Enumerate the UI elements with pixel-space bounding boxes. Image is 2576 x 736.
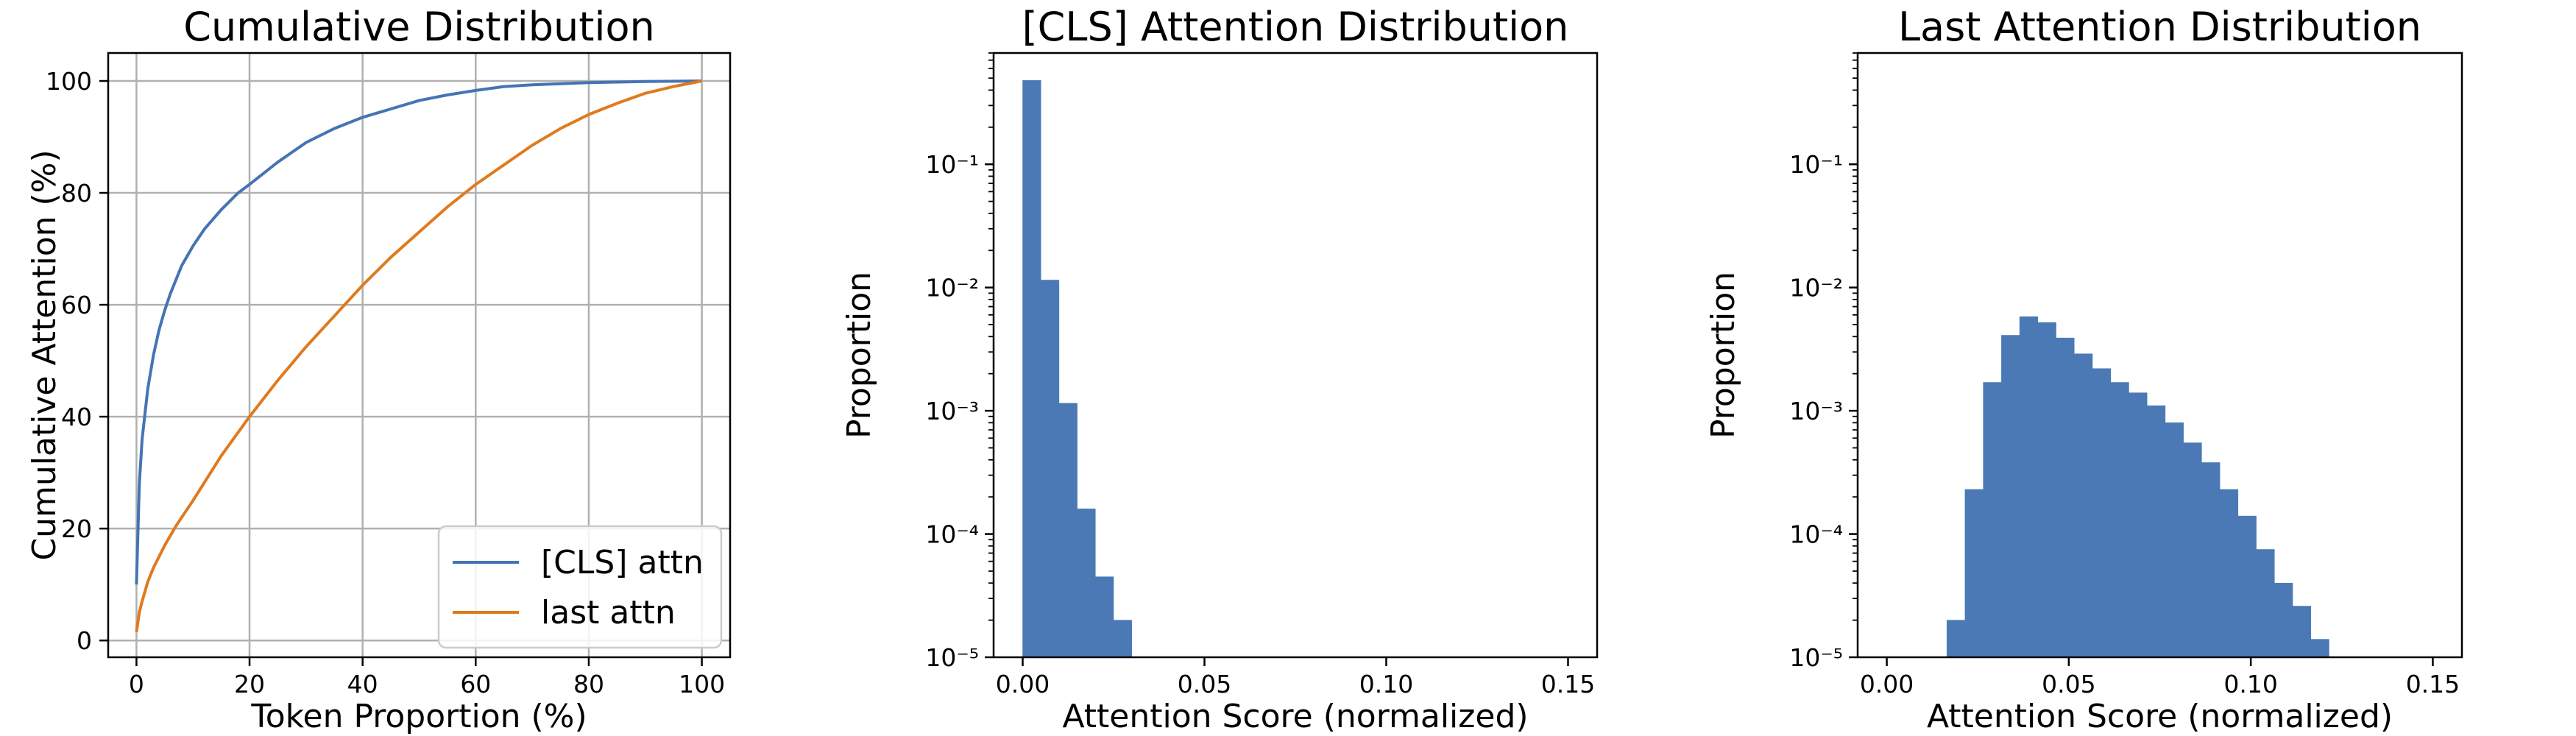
y-tick-label: 10⁻³	[1789, 397, 1843, 425]
series-line-0	[135, 79, 702, 585]
x-tick-label: 100	[679, 670, 725, 698]
y-tick-label: 10⁻²	[1789, 274, 1843, 302]
legend-box	[437, 525, 723, 649]
y-axis-label: Cumulative Attention (%)	[26, 149, 63, 560]
histogram-bar	[2256, 549, 2275, 658]
y-tick-label: 80	[61, 179, 92, 208]
x-tick-label: 40	[347, 670, 378, 698]
x-axis-label: Attention Score (normalized)	[1062, 698, 1528, 735]
histogram-bar	[2219, 489, 2239, 658]
legend-label-1: last attn	[541, 594, 676, 631]
plot-frame	[992, 52, 1599, 659]
histogram-bar	[1946, 620, 1966, 658]
x-tick-label: 0	[129, 670, 144, 698]
histogram-bar	[2110, 382, 2129, 658]
series-line-1	[135, 79, 702, 633]
y-axis-label: Proportion	[1705, 272, 1742, 439]
histogram-bar	[2310, 639, 2329, 658]
y-tick-label: 60	[61, 291, 92, 319]
histogram-bar	[2001, 335, 2020, 658]
histogram-bar	[1022, 79, 1041, 658]
y-tick-label: 20	[61, 514, 92, 543]
histogram-bar	[1040, 280, 1060, 658]
histogram-bar	[2146, 405, 2166, 658]
y-tick-label: 10⁻¹	[1789, 150, 1843, 179]
y-axis-label: Proportion	[841, 272, 878, 439]
histogram-bar	[2183, 442, 2202, 658]
x-tick-label: 0.10	[1359, 670, 1413, 698]
x-tick-label: 0.05	[1178, 670, 1231, 698]
histogram-bar	[2165, 422, 2184, 658]
chart-title: [CLS] Attention Distribution	[1022, 4, 1569, 50]
x-axis-label: Token Proportion (%)	[250, 698, 587, 735]
cumulative-panel: 0 20 40 60 80 100 0 20 40 60 80 100 Cumulative Distr…	[26, 4, 732, 735]
plot-frame	[107, 52, 732, 659]
y-tick-label: 10⁻¹	[925, 150, 979, 179]
histogram-bar	[2201, 462, 2221, 658]
histogram-bar	[1095, 576, 1114, 658]
y-tick-label: 0	[77, 626, 92, 655]
legend-label-0: [CLS] attn	[541, 544, 704, 581]
histogram-bar	[2019, 316, 2039, 658]
histogram-bar	[1964, 489, 1984, 658]
y-tick-label: 10⁻⁴	[925, 520, 979, 549]
x-tick-label: 0.05	[2042, 670, 2095, 698]
histogram-panel-1: 0.00 0.05 0.10 0.15 10⁻⁵ 10⁻⁴ 10⁻³ 10⁻² 10⁻¹ [CLS…	[841, 4, 1599, 735]
y-tick-label: 10⁻⁴	[1789, 520, 1843, 549]
histogram-bar	[1113, 620, 1132, 658]
y-tick-label: 100	[46, 67, 92, 96]
x-tick-label: 60	[460, 670, 491, 698]
histogram-bar	[2092, 368, 2111, 658]
histogram-bar	[1058, 403, 1078, 658]
histogram-panel-2: 0.00 0.05 0.10 0.15 10⁻⁵ 10⁻⁴ 10⁻³ 10⁻² 10⁻¹ Last…	[1705, 4, 2463, 735]
legend: [CLS] attn last attn	[437, 525, 723, 649]
histogram-bar	[2129, 392, 2148, 658]
histogram-bar	[1983, 382, 2002, 658]
histogram-bar	[2274, 582, 2293, 658]
x-tick-label: 20	[234, 670, 265, 698]
x-tick-label: 80	[573, 670, 604, 698]
histogram-bar	[1077, 509, 1096, 658]
x-tick-label: 0.15	[2406, 670, 2460, 698]
y-tick-label: 10⁻⁵	[925, 643, 979, 672]
y-tick-label: 10⁻³	[925, 397, 979, 425]
x-tick-label: 0.00	[1860, 670, 1914, 698]
histogram-bar	[2056, 337, 2075, 658]
x-tick-label: 0.10	[2223, 670, 2277, 698]
chart-title: Cumulative Distribution	[183, 4, 654, 50]
histogram-bar	[2292, 606, 2311, 658]
y-tick-label: 40	[61, 403, 92, 431]
x-axis-label: Attention Score (normalized)	[1927, 698, 2393, 735]
histogram-bar	[2237, 515, 2257, 658]
y-tick-label: 10⁻²	[925, 274, 979, 302]
x-tick-label: 0.15	[1541, 670, 1595, 698]
y-tick-label: 10⁻⁵	[1789, 643, 1843, 672]
chart-title: Last Attention Distribution	[1898, 4, 2421, 50]
histogram-bar	[2074, 353, 2093, 658]
histogram-bar	[2037, 322, 2056, 658]
x-tick-label: 0.00	[996, 670, 1050, 698]
plot-frame	[1856, 52, 2463, 659]
